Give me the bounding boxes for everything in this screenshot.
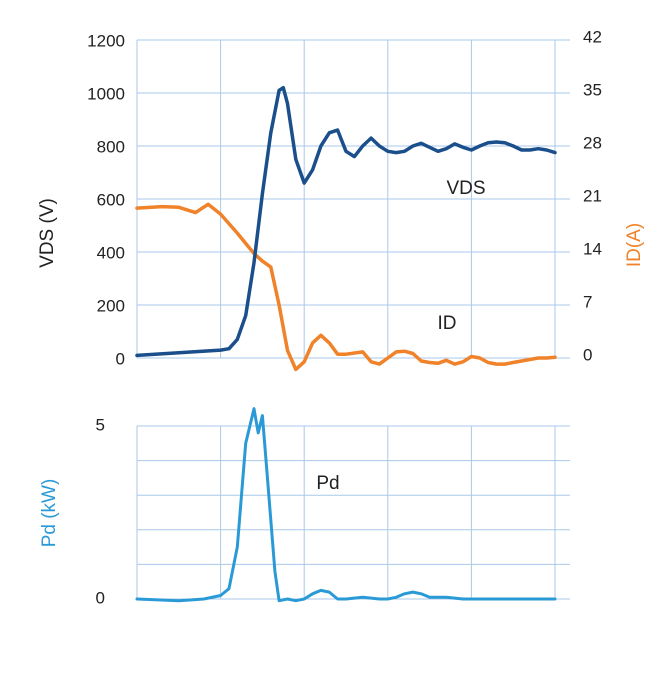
pd-tick-label: 0 (96, 588, 105, 607)
id-annotation: ID (438, 313, 457, 334)
pd-tick-label: 5 (96, 415, 105, 434)
pd-axis-label: Pd (kW) (39, 479, 60, 548)
pd-annotation: Pd (316, 473, 339, 494)
id-series-line (135, 202, 557, 372)
vds-series-line (135, 85, 557, 358)
id-tick-label: 14 (583, 239, 602, 258)
vds-tick-label: 800 (97, 137, 125, 156)
id-tick-label: 0 (583, 345, 592, 364)
id-tick-label: 42 (583, 27, 602, 46)
vds-tick-label: 1200 (87, 31, 125, 50)
id-tick-label: 35 (583, 80, 602, 99)
id-tick-label: 28 (583, 133, 602, 152)
vds-tick-label: 400 (97, 243, 125, 262)
vds-axis-label: VDS (V) (37, 198, 58, 268)
grid (136, 39, 570, 600)
id-tick-label: 7 (583, 292, 592, 311)
pd-series-line (135, 407, 557, 603)
vds-tick-label: 200 (97, 296, 125, 315)
vds-tick-label: 0 (116, 349, 125, 368)
vds-tick-label: 1000 (87, 84, 125, 103)
pd-axis-ticks: 50 (96, 415, 105, 607)
vds-tick-label: 600 (97, 190, 125, 209)
id-axis-label: ID(A) (624, 223, 645, 267)
vds-annotation: VDS (446, 178, 485, 199)
id-axis-ticks: 42 35 28 21 14 7 0 (583, 27, 602, 364)
vds-axis-ticks: 1200 1000 800 600 400 200 0 (87, 31, 125, 368)
id-tick-label: 21 (583, 186, 602, 205)
